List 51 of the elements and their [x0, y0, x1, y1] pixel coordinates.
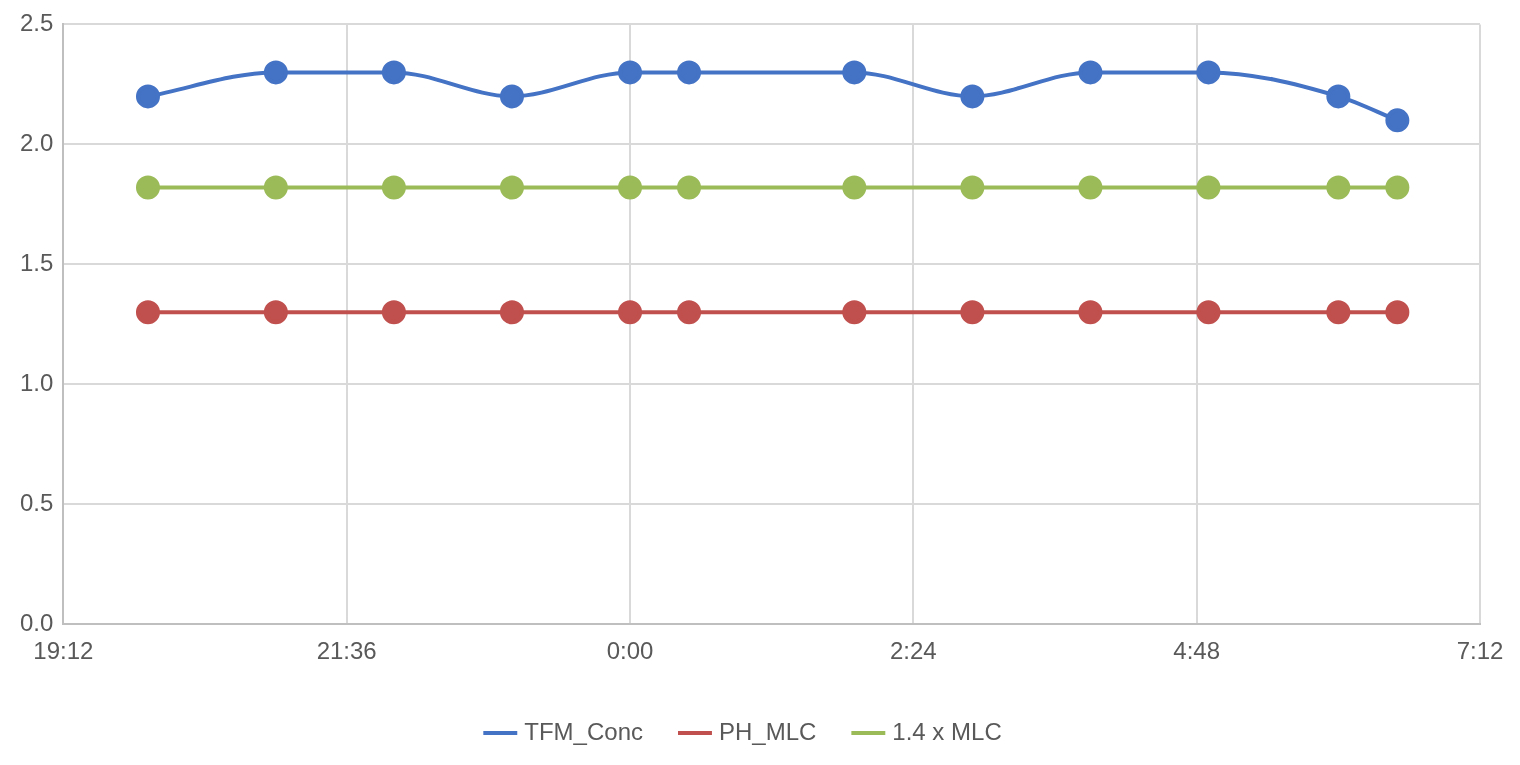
y-tick-label: 1.5	[19, 248, 54, 276]
point	[677, 300, 702, 325]
point	[1385, 175, 1410, 200]
point	[263, 60, 288, 85]
point	[618, 60, 643, 85]
point	[842, 175, 867, 200]
x-tick-label: 0:00	[606, 637, 654, 665]
point	[960, 300, 985, 325]
point	[618, 175, 643, 200]
x-tick-label: 4:48	[1173, 637, 1221, 665]
point	[135, 300, 160, 325]
point	[1326, 300, 1351, 325]
point	[263, 300, 288, 325]
y-tick-label: 1.0	[19, 368, 54, 396]
point	[381, 60, 406, 85]
point	[263, 175, 288, 200]
x-tick-label: 21:36	[316, 637, 377, 665]
point	[499, 300, 524, 325]
y-tick-label: 2.0	[19, 128, 54, 156]
x-tick-label: 7:12	[1456, 637, 1504, 665]
point	[677, 175, 702, 200]
point	[677, 60, 702, 85]
y-tick-label: 2.5	[19, 9, 54, 37]
point	[618, 300, 643, 325]
point	[1385, 300, 1410, 325]
point	[499, 84, 524, 109]
point	[842, 60, 867, 85]
point	[381, 300, 406, 325]
point	[499, 175, 524, 200]
point	[1196, 175, 1221, 200]
point	[1078, 60, 1103, 85]
legend-label: 1.4 x MLC	[892, 717, 1002, 745]
point	[960, 84, 985, 109]
point	[1196, 300, 1221, 325]
point	[1196, 60, 1221, 85]
y-tick-label: 0.5	[19, 488, 54, 516]
point	[1385, 108, 1410, 133]
point	[1078, 300, 1103, 325]
y-tick-label: 0.0	[19, 608, 54, 636]
x-tick-label: 19:12	[33, 637, 94, 665]
legend-label: PH_MLC	[718, 717, 817, 745]
point	[842, 300, 867, 325]
legend-label: TFM_Conc	[524, 717, 643, 745]
x-tick-label: 2:24	[889, 637, 937, 665]
point	[1078, 175, 1103, 200]
point	[1326, 175, 1351, 200]
point	[135, 175, 160, 200]
point	[381, 175, 406, 200]
point	[135, 84, 160, 109]
point	[960, 175, 985, 200]
point	[1326, 84, 1351, 109]
